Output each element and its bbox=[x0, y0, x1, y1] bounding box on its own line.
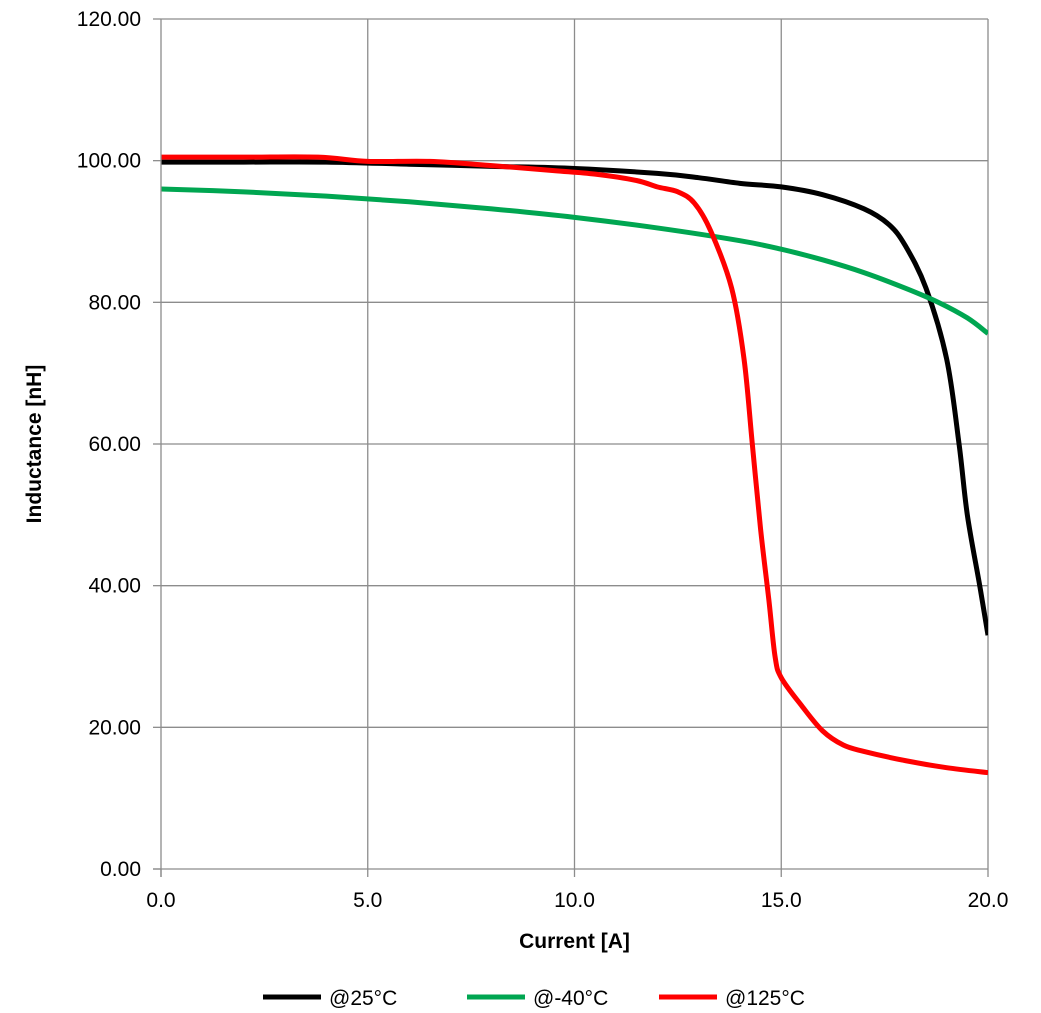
x-tick-label: 20.0 bbox=[968, 889, 1009, 912]
y-tick-label: 120.00 bbox=[77, 8, 141, 31]
y-tick-labels: 0.00 20.00 40.00 60.00 80.00 100.00 120.00 bbox=[77, 8, 141, 881]
y-tick-label: 20.00 bbox=[88, 716, 141, 739]
legend-label: @25°C bbox=[329, 987, 397, 1010]
axes bbox=[153, 18, 989, 877]
x-tick-label: 0.0 bbox=[146, 889, 175, 912]
y-tick-label: 0.00 bbox=[100, 858, 141, 881]
y-tick-label: 60.00 bbox=[88, 433, 141, 456]
series-line-1 bbox=[161, 159, 988, 636]
x-tick-label: 5.0 bbox=[353, 889, 382, 912]
series-lines bbox=[161, 154, 988, 776]
y-tick-label: 100.00 bbox=[77, 150, 141, 173]
y-tick-label: 80.00 bbox=[88, 291, 141, 314]
legend-item-3: @125°C bbox=[659, 987, 805, 1010]
legend-label: @125°C bbox=[725, 987, 805, 1010]
x-axis-title: Current [A] bbox=[519, 930, 630, 953]
x-tick-label: 10.0 bbox=[554, 889, 595, 912]
legend: @25°C @-40°C @125°C bbox=[263, 987, 805, 1010]
series-line-2 bbox=[161, 186, 988, 336]
legend-item-1: @25°C bbox=[263, 987, 397, 1010]
x-tick-labels: 0.0 5.0 10.0 15.0 20.0 bbox=[146, 889, 1008, 912]
legend-label: @-40°C bbox=[533, 987, 608, 1010]
series-line-3 bbox=[161, 154, 988, 776]
x-tick-label: 15.0 bbox=[761, 889, 802, 912]
y-tick-label: 40.00 bbox=[88, 575, 141, 598]
legend-item-2: @-40°C bbox=[467, 987, 608, 1010]
y-axis-title: Inductance [nH] bbox=[23, 365, 46, 524]
